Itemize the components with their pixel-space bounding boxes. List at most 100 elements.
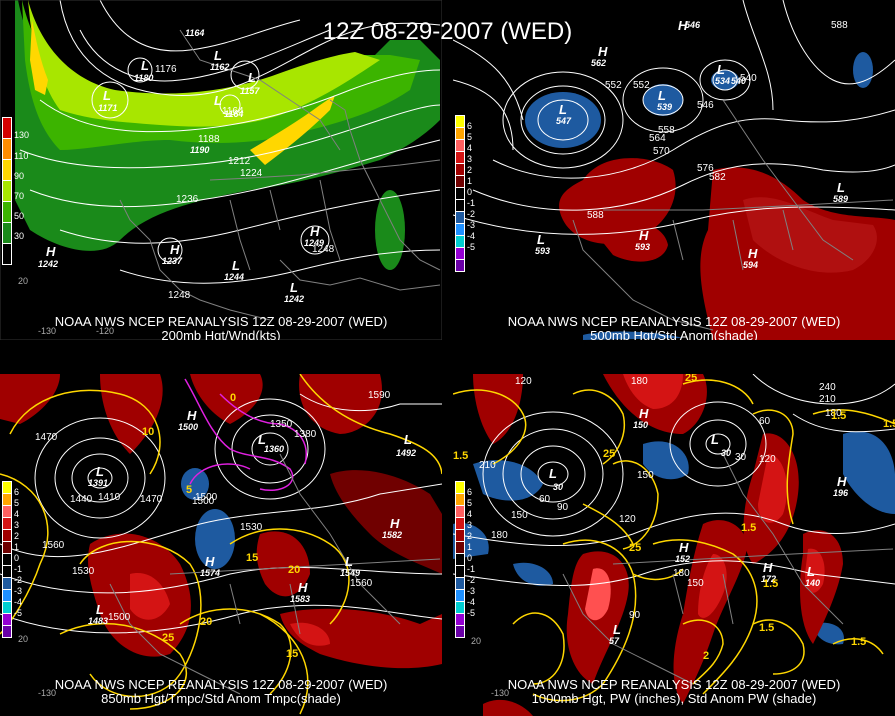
legend-label: -4 bbox=[14, 597, 23, 607]
legend-label: 1 bbox=[14, 542, 20, 552]
low-marker: L bbox=[537, 232, 545, 247]
lon-label: -120 bbox=[96, 326, 115, 336]
low-marker: L bbox=[549, 466, 557, 481]
high-marker: H bbox=[748, 246, 758, 261]
low-value: 1162 bbox=[210, 62, 230, 72]
legend-label: -2 bbox=[467, 575, 476, 585]
temp-label: 5 bbox=[186, 484, 193, 496]
low-marker: L bbox=[290, 280, 298, 295]
contour-label: 90 bbox=[557, 502, 569, 513]
pw-label: 1.5 bbox=[883, 418, 895, 430]
legend-label: 110 bbox=[14, 151, 29, 161]
legend-label: 3 bbox=[467, 520, 473, 530]
legend-label: 4 bbox=[14, 509, 20, 519]
legend-label: 6 bbox=[467, 121, 473, 131]
panel-subcaption: 200mb Hgt/Wnd(kts) bbox=[161, 328, 281, 341]
low-value: 57 bbox=[609, 636, 620, 646]
low-value: 534 bbox=[715, 76, 731, 86]
low-value: 593 bbox=[535, 246, 551, 256]
contour-label: 1590 bbox=[368, 390, 391, 401]
low-value: 30 bbox=[721, 448, 732, 458]
low-marker: L bbox=[711, 432, 719, 447]
low-value: 1549 bbox=[340, 568, 361, 578]
low-value: 1157 bbox=[240, 86, 260, 96]
low-marker: L bbox=[559, 102, 567, 117]
high-value: 1249 bbox=[304, 238, 325, 248]
panel-caption: NOAA NWS NCEP REANALYSIS 12Z 08-29-2007 … bbox=[54, 314, 388, 329]
legend-label: 0 bbox=[14, 553, 20, 563]
legend-200mb bbox=[2, 117, 12, 265]
high-value: 1574 bbox=[200, 568, 221, 578]
pw-label: 25 bbox=[603, 448, 616, 460]
contour-label: 588 bbox=[587, 210, 604, 221]
legend-label: -1 bbox=[14, 564, 23, 574]
contour-label: 180 bbox=[631, 376, 648, 387]
low-marker: L bbox=[248, 70, 256, 85]
low-marker: L bbox=[214, 48, 222, 63]
contour-label: 1350 bbox=[270, 419, 293, 430]
contour-label: 1224 bbox=[240, 168, 263, 179]
legend-label: -4 bbox=[467, 597, 476, 607]
low-value: 1244 bbox=[224, 272, 245, 282]
contour-label: 120 bbox=[515, 376, 532, 387]
high-value: 196 bbox=[833, 488, 849, 498]
contour-label: 588 bbox=[831, 20, 848, 31]
high-marker: H bbox=[187, 408, 197, 423]
legend-label: 2 bbox=[467, 531, 473, 541]
map-500mb bbox=[453, 0, 895, 340]
contour-label: 240 bbox=[819, 382, 836, 393]
map-850mb bbox=[0, 374, 442, 715]
low-marker: L bbox=[141, 58, 149, 73]
legend-label: -5 bbox=[467, 608, 476, 618]
legend-label: 2 bbox=[14, 531, 20, 541]
pw-label: 25 bbox=[629, 542, 642, 554]
lon-label: -130 bbox=[491, 688, 510, 698]
contour-label: 1470 bbox=[35, 432, 58, 443]
high-marker: H bbox=[763, 560, 773, 575]
temp-label: 0 bbox=[230, 392, 237, 404]
low-value: 1190 bbox=[190, 145, 210, 155]
panel-1000mb: 6 5 4 3 2 1 0 -1 -2 -3 -4 -5 L 30 H 150 … bbox=[453, 374, 895, 716]
low-value: 1171 bbox=[98, 103, 118, 113]
temp-label: 15 bbox=[246, 552, 259, 564]
contour-label: 150 bbox=[637, 470, 654, 481]
low-marker: L bbox=[214, 93, 222, 108]
legend-label: 5 bbox=[467, 132, 473, 142]
contour-label: 1212 bbox=[228, 156, 251, 167]
pw-label: 2 bbox=[703, 650, 710, 662]
panel-subcaption: 1000mb Hgt, PW (inches), Std Anom PW (sh… bbox=[531, 691, 817, 706]
legend-label: 70 bbox=[14, 191, 25, 201]
low-marker: L bbox=[658, 88, 666, 103]
high-marker: H bbox=[678, 18, 688, 33]
high-marker: H bbox=[679, 540, 689, 555]
legend-label: -3 bbox=[14, 586, 23, 596]
legend-label: -3 bbox=[467, 220, 476, 230]
lat-label: 20 bbox=[18, 634, 29, 644]
low-value: 140 bbox=[805, 578, 821, 588]
pw-label: 1.5 bbox=[759, 622, 775, 634]
high-marker: H bbox=[390, 516, 400, 531]
high-value: 562 bbox=[591, 58, 607, 68]
low-marker: L bbox=[258, 432, 266, 447]
temp-label: 20 bbox=[200, 616, 213, 628]
high-marker: H bbox=[205, 554, 215, 569]
contour-label: 1560 bbox=[42, 540, 65, 551]
pw-label: 1.5 bbox=[851, 636, 867, 648]
low-value: 1391 bbox=[88, 478, 109, 488]
lon-label: -130 bbox=[38, 326, 57, 336]
map-200mb bbox=[0, 0, 442, 340]
low-marker: L bbox=[232, 258, 240, 273]
contour-label: 552 bbox=[605, 80, 622, 91]
pw-label: 1.5 bbox=[763, 578, 779, 590]
high-value: 172 bbox=[761, 574, 777, 584]
high-marker: H bbox=[170, 242, 180, 257]
lat-label: 20 bbox=[471, 636, 482, 646]
contour-label: 150 bbox=[687, 578, 704, 589]
low-value: 30 bbox=[553, 482, 564, 492]
low-marker: L bbox=[807, 564, 815, 579]
low-marker: L bbox=[717, 62, 725, 77]
high-value: 1164 bbox=[185, 28, 205, 38]
panel-subcaption: 850mb Hgt/Tmpc/Std Anom Tmpc(shade) bbox=[101, 691, 341, 706]
legend-label: 3 bbox=[467, 154, 473, 164]
high-marker: H bbox=[310, 224, 320, 239]
